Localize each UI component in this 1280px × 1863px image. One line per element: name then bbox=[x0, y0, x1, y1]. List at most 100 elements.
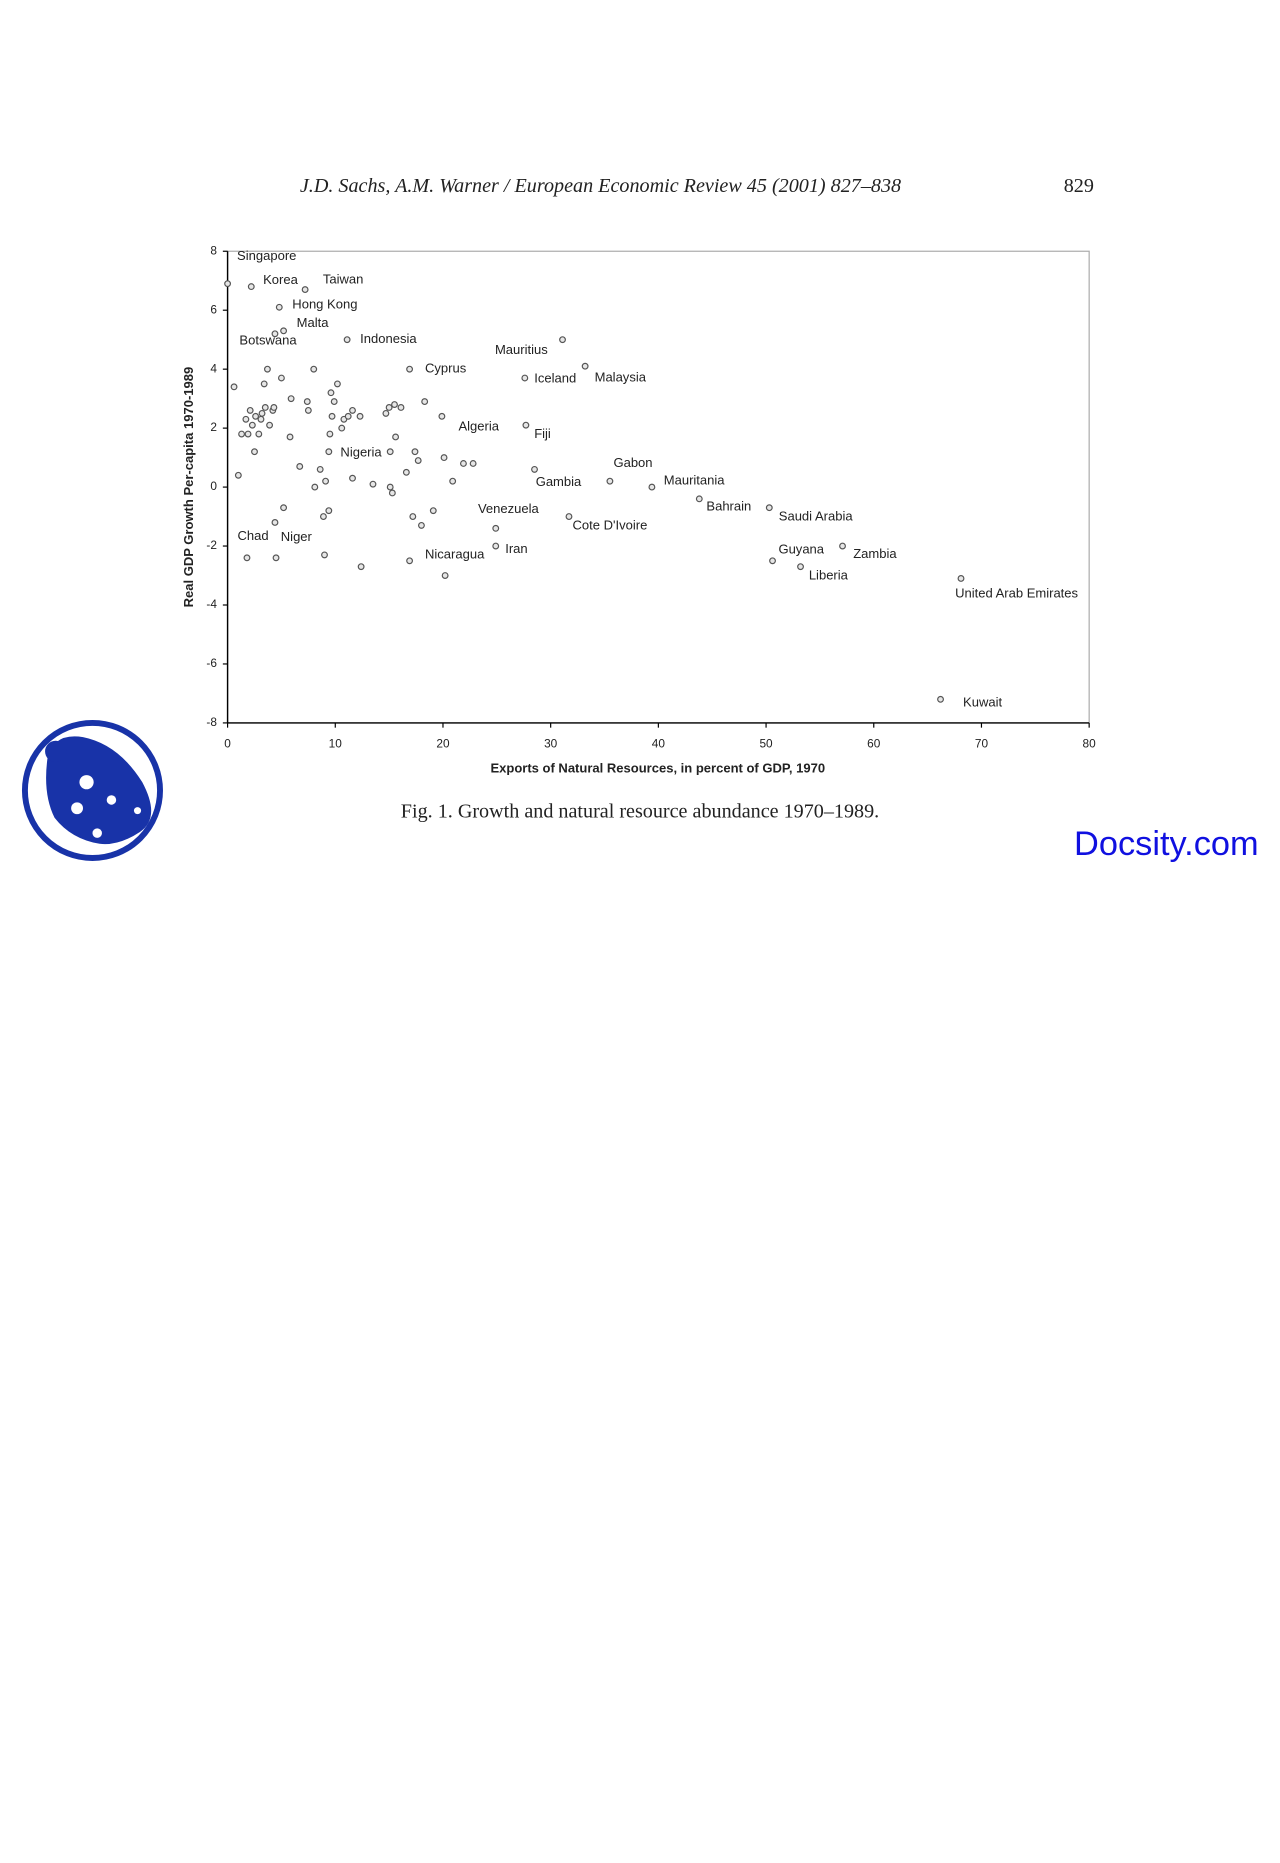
data-point bbox=[275, 303, 283, 311]
point-label: Cote D'Ivoire bbox=[573, 517, 648, 532]
data-point bbox=[581, 362, 589, 370]
x-tick-label: 50 bbox=[759, 736, 773, 750]
x-tick-label: 60 bbox=[867, 736, 881, 750]
x-tick-label: 0 bbox=[224, 736, 231, 750]
data-point bbox=[301, 286, 309, 294]
data-point bbox=[797, 563, 804, 571]
point-label: Hong Kong bbox=[292, 296, 357, 311]
data-point bbox=[522, 421, 530, 429]
logo-dot bbox=[45, 740, 67, 763]
data-point bbox=[429, 507, 437, 515]
data-point bbox=[406, 557, 414, 565]
data-point bbox=[402, 468, 410, 476]
data-point bbox=[414, 457, 422, 464]
data-point bbox=[343, 336, 351, 344]
data-point bbox=[316, 465, 324, 473]
point-label: Korea bbox=[263, 272, 298, 287]
y-tick-label: -4 bbox=[206, 597, 217, 611]
x-tick-label: 70 bbox=[975, 736, 989, 750]
point-label: United Arab Emirates bbox=[955, 585, 1078, 600]
data-point bbox=[257, 415, 265, 423]
data-point bbox=[286, 433, 294, 441]
data-point bbox=[695, 495, 703, 503]
point-label: Guyana bbox=[778, 542, 824, 557]
point-label: Iceland bbox=[534, 371, 576, 386]
data-point bbox=[648, 483, 656, 491]
data-point bbox=[769, 557, 776, 565]
point-label: Indonesia bbox=[360, 331, 417, 346]
data-point bbox=[321, 551, 328, 559]
logo-dot bbox=[106, 795, 117, 805]
data-point bbox=[397, 404, 405, 411]
point-label: Nicaragua bbox=[425, 546, 485, 561]
page-number: 829 bbox=[1064, 175, 1094, 197]
data-point bbox=[449, 477, 457, 485]
logo-dot bbox=[92, 828, 102, 838]
data-point bbox=[325, 448, 333, 456]
data-point bbox=[260, 380, 268, 388]
point-label: Algeria bbox=[458, 418, 499, 433]
data-point bbox=[338, 424, 346, 432]
point-label: Gambia bbox=[536, 474, 582, 489]
y-tick-label: 2 bbox=[210, 420, 217, 434]
x-tick-label: 80 bbox=[1083, 736, 1097, 750]
point-label: Fiji bbox=[534, 426, 551, 441]
data-point bbox=[492, 524, 500, 532]
data-point bbox=[263, 365, 271, 373]
data-point bbox=[937, 695, 944, 703]
data-point bbox=[319, 513, 327, 520]
logo-shape bbox=[46, 736, 152, 845]
data-point bbox=[287, 395, 295, 403]
plot-frame bbox=[226, 250, 1090, 724]
point-label: Nigeria bbox=[340, 444, 382, 459]
data-point bbox=[333, 380, 341, 388]
data-point bbox=[251, 448, 258, 456]
point-label: Niger bbox=[281, 529, 313, 544]
logo bbox=[21, 719, 163, 861]
data-point bbox=[417, 521, 425, 529]
data-point bbox=[326, 430, 334, 438]
data-point bbox=[492, 542, 500, 550]
data-point bbox=[303, 398, 311, 406]
data-point bbox=[385, 404, 393, 411]
x-tick-label: 10 bbox=[329, 736, 343, 750]
data-point bbox=[441, 572, 449, 579]
data-point bbox=[325, 507, 333, 515]
data-point bbox=[406, 365, 414, 373]
y-tick-label: -8 bbox=[206, 715, 217, 729]
data-point bbox=[304, 406, 312, 414]
point-label: Bahrain bbox=[706, 499, 751, 514]
data-point bbox=[328, 412, 336, 420]
logo-dot bbox=[71, 802, 83, 815]
data-point bbox=[258, 409, 266, 417]
point-label: Kuwait bbox=[963, 694, 1002, 709]
data-point bbox=[386, 448, 394, 456]
point-label: Malaysia bbox=[595, 370, 647, 385]
data-point bbox=[272, 554, 280, 562]
data-point bbox=[565, 513, 573, 520]
data-point bbox=[839, 542, 846, 550]
logo-dot bbox=[79, 775, 94, 790]
data-point bbox=[357, 563, 365, 571]
point-label: Chad bbox=[237, 528, 268, 543]
logo-dot bbox=[133, 807, 142, 815]
x-tick-label: 20 bbox=[436, 736, 450, 750]
y-tick-label: -6 bbox=[206, 656, 217, 670]
y-tick-label: 4 bbox=[210, 361, 217, 375]
data-point bbox=[224, 280, 232, 288]
y-axis-title: Real GDP Growth Per-capita 1970-1989 bbox=[181, 367, 196, 608]
data-point bbox=[244, 430, 252, 438]
point-label: Singapore bbox=[237, 248, 296, 263]
data-point bbox=[369, 480, 377, 488]
watermark: Docsity.com bbox=[1074, 825, 1259, 863]
data-point bbox=[409, 513, 417, 520]
point-label: Taiwan bbox=[323, 272, 364, 287]
data-point bbox=[322, 477, 330, 485]
data-point bbox=[349, 474, 356, 482]
point-label: Mauritius bbox=[495, 342, 548, 357]
data-point bbox=[246, 406, 254, 414]
data-point bbox=[382, 409, 390, 417]
y-tick-label: 6 bbox=[210, 302, 217, 316]
